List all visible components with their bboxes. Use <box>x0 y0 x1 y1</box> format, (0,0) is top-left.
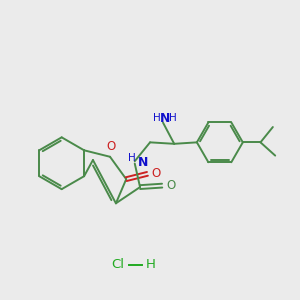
Text: Cl: Cl <box>111 258 124 271</box>
Text: H: H <box>169 113 176 124</box>
Text: O: O <box>152 167 161 180</box>
Text: O: O <box>107 140 116 153</box>
Text: N: N <box>138 156 148 169</box>
Text: O: O <box>166 179 175 192</box>
Text: H: H <box>146 258 155 271</box>
Text: H: H <box>128 153 136 163</box>
Text: N: N <box>160 112 171 125</box>
Text: H: H <box>153 113 160 124</box>
